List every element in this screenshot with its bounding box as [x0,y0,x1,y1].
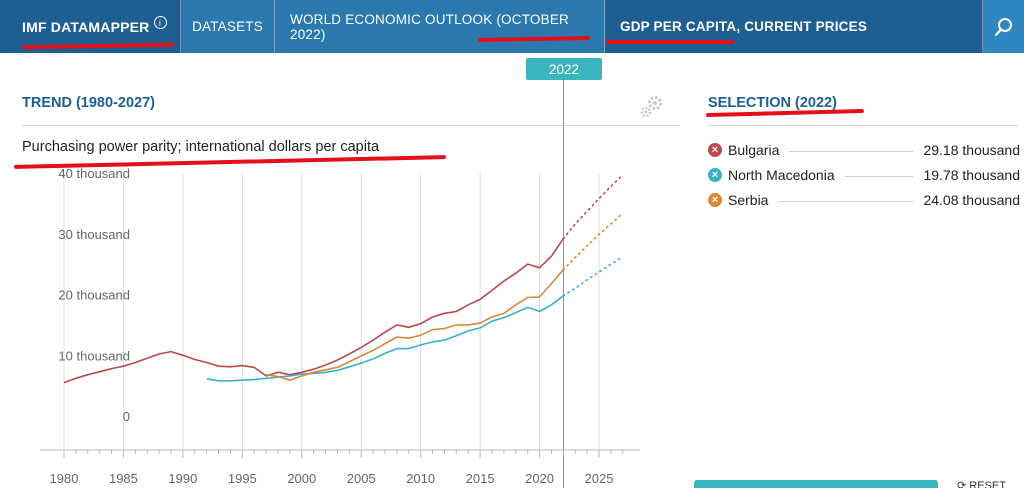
remove-icon[interactable]: × [708,193,722,207]
legend-country: Serbia [728,192,769,208]
legend-value: 24.08 thousand [923,192,1020,208]
x-tick-label: 1990 [168,471,197,486]
x-tick-label: 2000 [287,471,316,486]
nav-weo-label: WORLD ECONOMIC OUTLOOK (OCTOBER 2022) [290,11,569,42]
x-tick-label: 2020 [525,471,554,486]
legend-leader [778,200,914,202]
gear-icon[interactable] [638,94,664,120]
series-line-north-macedonia [206,295,564,382]
x-tick-label: 2005 [347,471,376,486]
nav-indicator-label: GDP PER CAPITA, CURRENT PRICES [620,19,868,34]
legend-item-bulgaria[interactable]: × Bulgaria 29.18 thousand [708,140,1020,160]
nav-indicator[interactable]: GDP PER CAPITA, CURRENT PRICES [605,0,983,53]
nav-datasets-label: DATASETS [192,19,263,34]
series-projection-north-macedonia [562,256,624,297]
info-icon[interactable]: i [153,16,167,29]
year-marker-label: 2022 [548,61,580,77]
legend-country: North Macedonia [728,167,835,183]
series-projection-serbia [562,212,624,271]
nav-dataset-weo[interactable]: WORLD ECONOMIC OUTLOOK (OCTOBER 2022) [275,0,605,53]
reset-label: RESET [969,480,1006,488]
legend-item-serbia[interactable]: × Serbia 24.08 thousand [708,190,1020,210]
series-line-serbia [265,269,564,381]
year-marker-line[interactable] [563,80,564,488]
trend-chart: 0 10 thousand 20 thousand 30 thousand 40 tho… [40,166,640,486]
chart-subtitle: Purchasing power parity; international d… [22,139,380,155]
remove-icon[interactable]: × [708,168,722,182]
legend-leader [844,175,914,177]
search-icon [994,17,1012,36]
reset-icon: ⟳ [957,480,967,488]
annotation-underline [606,40,734,44]
remove-icon[interactable]: × [708,143,722,157]
series-line-bulgaria [63,238,564,384]
legend-leader [789,150,914,152]
trend-divider [22,125,680,126]
brand-label: IMF DATAMAPPER [22,18,150,35]
y-tick-label: 20 thousand [58,288,130,303]
top-nav: IMF DATAMAPPER i DATASETS WORLD ECONOMIC… [0,0,1024,53]
x-tick-label: 2015 [466,471,495,486]
x-tick-label: 1985 [109,471,138,486]
x-tick-label: 1980 [50,471,79,486]
y-tick-label: 40 thousand [58,166,130,181]
legend-item-north-macedonia[interactable]: × North Macedonia 19.78 thousand [708,165,1020,185]
nav-datasets[interactable]: DATASETS [181,0,275,53]
selection-title: SELECTION (2022) [708,95,837,111]
x-tick-label: 1995 [228,471,257,486]
legend-country: Bulgaria [728,142,780,158]
reset-button[interactable]: ⟳ RESET [957,479,1006,488]
legend-value: 19.78 thousand [923,167,1020,183]
year-marker[interactable]: 2022 [526,58,602,80]
legend-value: 29.18 thousand [923,142,1020,158]
bottom-action-button[interactable] [694,480,938,488]
y-tick-label: 10 thousand [58,348,130,363]
selection-divider [708,125,1018,126]
y-tick-label: 0 [123,409,130,424]
x-tick-label: 2010 [406,471,435,486]
series-projection-bulgaria [562,174,624,240]
x-tick-label: 2025 [585,471,614,486]
y-tick-label: 30 thousand [58,227,130,242]
search-button[interactable] [983,0,1024,53]
trend-title: TREND (1980-2027) [22,95,155,111]
